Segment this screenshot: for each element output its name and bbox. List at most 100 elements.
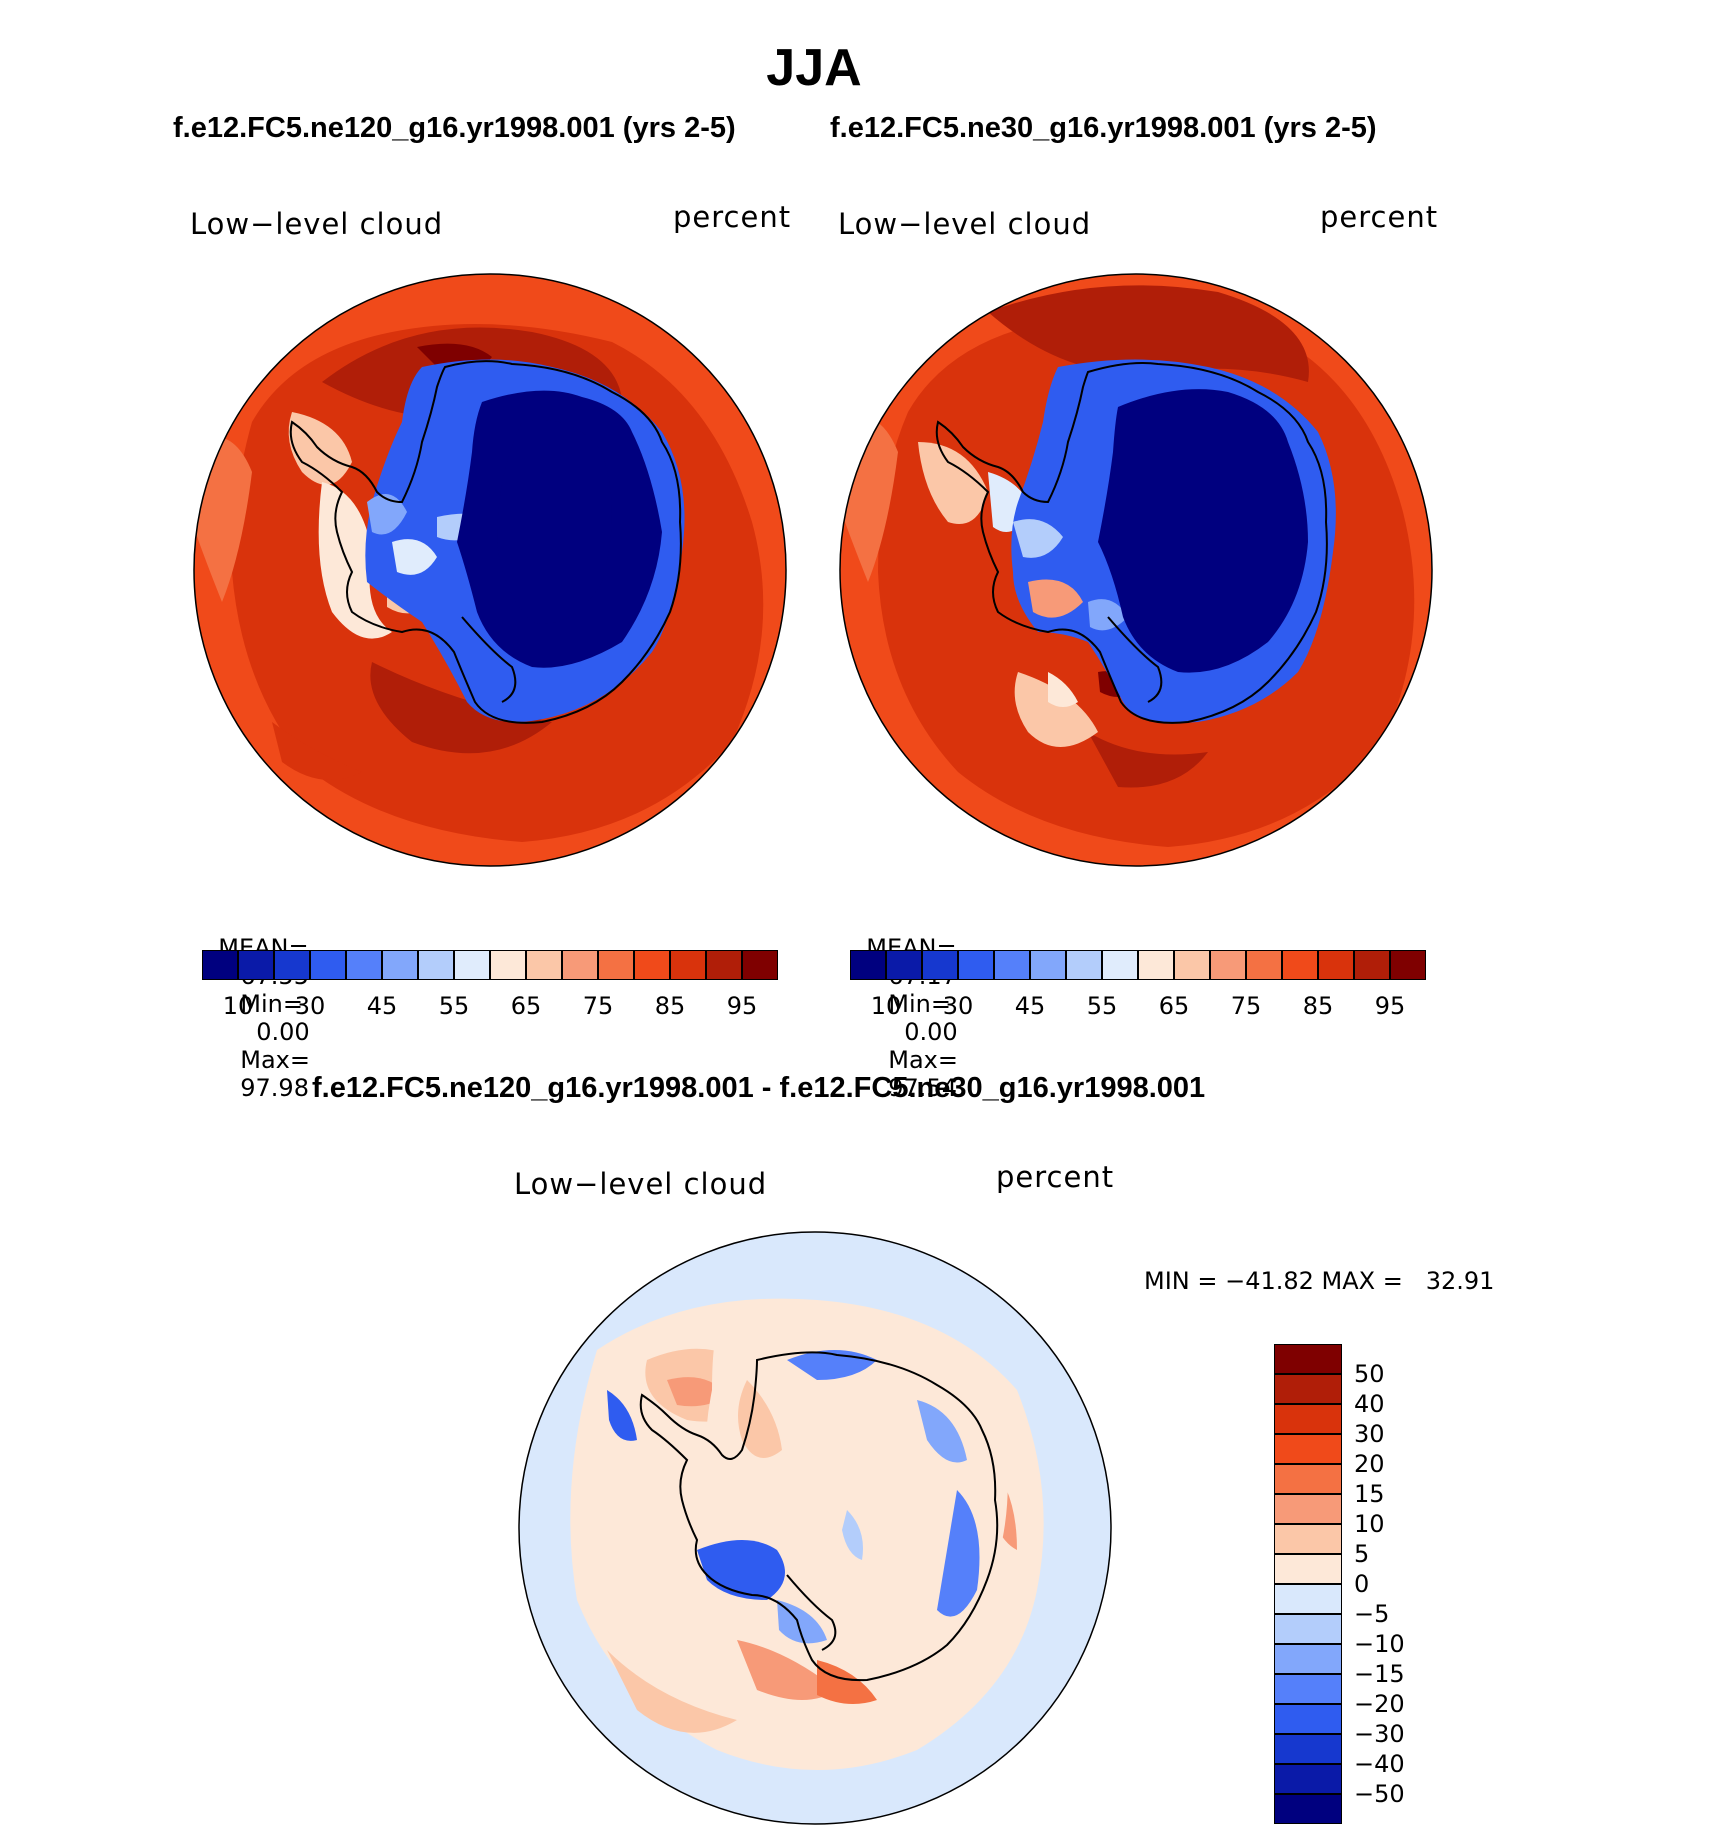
right-colorbar-swatch xyxy=(850,950,886,980)
left-colorbar-tick-label: 45 xyxy=(366,992,398,1020)
right-variable-label: Low−level cloud xyxy=(838,207,1092,241)
left-colorbar-tick-label: 30 xyxy=(294,992,326,1020)
right-colorbar-tick-label: 10 xyxy=(870,992,902,1020)
difference-colorbar-swatch xyxy=(1274,1614,1342,1644)
difference-colorbar-swatch xyxy=(1274,1554,1342,1584)
map-boundary xyxy=(518,1231,1112,1825)
difference-colorbar-tick-label: 5 xyxy=(1354,1540,1370,1568)
difference-colorbar xyxy=(1274,1344,1342,1824)
right-colorbar-tick-label: 85 xyxy=(1302,992,1334,1020)
left-colorbar-ticks: 10 30 45 55 65 75 85 95 xyxy=(202,992,778,1022)
difference-colorbar-swatch xyxy=(1274,1404,1342,1434)
right-colorbar-swatch xyxy=(1138,950,1174,980)
difference-colorbar-tick-label: 10 xyxy=(1354,1510,1385,1538)
right-min-value: 0.00 xyxy=(904,1018,958,1046)
left-colorbar-swatch xyxy=(706,950,742,980)
difference-title: f.e12.FC5.ne120_g16.yr1998.001 - f.e12.F… xyxy=(312,1072,1206,1104)
right-colorbar-swatch xyxy=(1390,950,1426,980)
left-colorbar-swatch xyxy=(598,950,634,980)
left-colorbar-swatch xyxy=(418,950,454,980)
difference-colorbar-tick-label: 30 xyxy=(1354,1420,1385,1448)
difference-colorbar-tick-label: 20 xyxy=(1354,1450,1385,1478)
right-case-title: f.e12.FC5.ne30_g16.yr1998.001 (yrs 2-5) xyxy=(830,112,1377,144)
right-colorbar-swatch xyxy=(1210,950,1246,980)
right-colorbar-swatch xyxy=(1102,950,1138,980)
difference-colorbar-tick-label: 15 xyxy=(1354,1480,1385,1508)
left-max-label: Max= xyxy=(240,1046,310,1074)
difference-colorbar-tick-label: −50 xyxy=(1354,1780,1405,1808)
left-colorbar-tick-label: 65 xyxy=(510,992,542,1020)
right-colorbar-tick-label: 75 xyxy=(1230,992,1262,1020)
left-colorbar-swatch xyxy=(634,950,670,980)
right-colorbar-tick-label: 95 xyxy=(1374,992,1406,1020)
difference-colorbar-tick-label: 0 xyxy=(1354,1570,1370,1598)
right-colorbar-tick-label: 30 xyxy=(942,992,974,1020)
difference-colorbar-tick-label: −30 xyxy=(1354,1720,1405,1748)
difference-colorbar-swatch xyxy=(1274,1464,1342,1494)
right-colorbar-swatch xyxy=(886,950,922,980)
right-colorbar-swatch xyxy=(958,950,994,980)
left-colorbar-swatch xyxy=(562,950,598,980)
difference-colorbar-tick-label: 50 xyxy=(1354,1360,1385,1388)
difference-colorbar-tick-label: 40 xyxy=(1354,1390,1385,1418)
right-colorbar-swatch xyxy=(1174,950,1210,980)
left-max-value: 97.98 xyxy=(240,1074,309,1102)
left-colorbar-swatch xyxy=(526,950,562,980)
right-colorbar-swatch xyxy=(1318,950,1354,980)
left-colorbar-tick-label: 10 xyxy=(222,992,254,1020)
difference-colorbar-swatch xyxy=(1274,1374,1342,1404)
left-colorbar xyxy=(202,950,778,980)
left-colorbar-swatch xyxy=(346,950,382,980)
left-colorbar-swatch xyxy=(274,950,310,980)
right-colorbar-ticks: 10 30 45 55 65 75 85 95 xyxy=(850,992,1426,1022)
left-variable-label: Low−level cloud xyxy=(190,207,444,241)
difference-colorbar-swatch xyxy=(1274,1704,1342,1734)
difference-colorbar-tick-label: −5 xyxy=(1354,1600,1390,1628)
left-map xyxy=(193,273,787,867)
diff-minmax: MIN = −41.82 MAX = 32.91 xyxy=(1144,1267,1495,1295)
difference-colorbar-swatch xyxy=(1274,1644,1342,1674)
map-boundary xyxy=(839,273,1433,867)
left-colorbar-swatch xyxy=(454,950,490,980)
left-colorbar-swatch xyxy=(202,950,238,980)
difference-colorbar-ticks: 50 40 30 20 15 10 5 0 −5 −10 −15 −20 −30 −40 −50 xyxy=(1354,1344,1454,1824)
difference-colorbar-swatch xyxy=(1274,1434,1342,1464)
antarctica-coastline xyxy=(639,1351,999,1682)
left-colorbar-tick-label: 85 xyxy=(654,992,686,1020)
right-colorbar-tick-label: 45 xyxy=(1014,992,1046,1020)
left-colorbar-swatch xyxy=(670,950,706,980)
right-colorbar-tick-label: 65 xyxy=(1158,992,1190,1020)
right-colorbar-swatch xyxy=(1246,950,1282,980)
right-units-label: percent xyxy=(1320,200,1439,234)
difference-colorbar-swatch xyxy=(1274,1494,1342,1524)
left-colorbar-tick-label: 95 xyxy=(726,992,758,1020)
left-min-value: 0.00 xyxy=(256,1018,310,1046)
left-colorbar-tick-label: 75 xyxy=(582,992,614,1020)
difference-colorbar-tick-label: −10 xyxy=(1354,1630,1405,1658)
difference-colorbar-swatch xyxy=(1274,1584,1342,1614)
right-colorbar-swatch xyxy=(1030,950,1066,980)
left-colorbar-swatch xyxy=(742,950,778,980)
right-map xyxy=(839,273,1433,867)
difference-colorbar-swatch xyxy=(1274,1764,1342,1794)
right-colorbar-swatch xyxy=(922,950,958,980)
difference-colorbar-swatch xyxy=(1274,1734,1342,1764)
figure-title: JJA xyxy=(766,39,862,97)
right-max-label: Max= xyxy=(888,1046,958,1074)
right-colorbar-swatch xyxy=(994,950,1030,980)
right-colorbar-swatch xyxy=(1066,950,1102,980)
right-min-label: Min= xyxy=(888,990,951,1018)
difference-colorbar-swatch xyxy=(1274,1344,1342,1374)
left-case-title: f.e12.FC5.ne120_g16.yr1998.001 (yrs 2-5) xyxy=(173,112,736,144)
difference-colorbar-tick-label: −20 xyxy=(1354,1690,1405,1718)
difference-colorbar-tick-label: −15 xyxy=(1354,1660,1405,1688)
right-colorbar xyxy=(850,950,1426,980)
diff-variable-label: Low−level cloud xyxy=(514,1167,768,1201)
antarctica-coastline xyxy=(289,360,682,724)
antarctica-coastline xyxy=(935,362,1328,724)
right-max-value: 97.54 xyxy=(888,1074,957,1102)
left-colorbar-swatch xyxy=(382,950,418,980)
difference-colorbar-tick-label: −40 xyxy=(1354,1750,1405,1778)
left-units-label: percent xyxy=(673,200,792,234)
map-boundary xyxy=(193,273,787,867)
